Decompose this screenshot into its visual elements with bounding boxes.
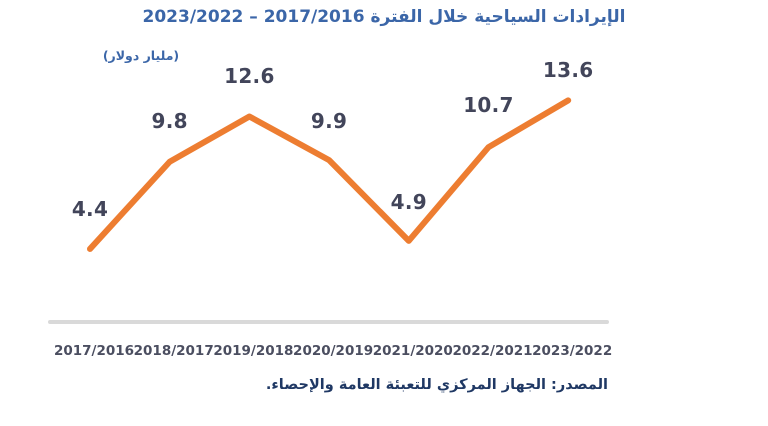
x-axis-label: 2017/2016 — [53, 343, 135, 359]
chart-title: الإيرادات السياحية خلال الفترة 2017/2016… — [142, 7, 626, 27]
x-axis-label: 2023/2022 — [532, 343, 613, 359]
data-label: 9.8 — [151, 108, 188, 133]
data-label: 4.9 — [390, 189, 427, 214]
x-axis-label: 2020/2019 — [293, 343, 374, 359]
source-note: المصدر: الجهاز المركزي للتعبئة العامة وا… — [265, 377, 608, 393]
data-label: 13.6 — [542, 58, 594, 83]
x-axis-label: 2022/2021 — [452, 343, 533, 359]
data-label: 4.4 — [71, 196, 109, 221]
y-axis-unit-label: (مليار دولار) — [102, 48, 180, 63]
data-label: 12.6 — [224, 63, 275, 88]
data-label: 9.9 — [310, 109, 348, 134]
x-axis-label: 2018/2017 — [133, 343, 214, 359]
x-axis-label: 2019/2018 — [213, 343, 294, 359]
data-label: 10.7 — [463, 93, 514, 118]
x-axis-label: 2021/2020 — [372, 343, 453, 359]
revenue-line-series — [87, 97, 572, 252]
